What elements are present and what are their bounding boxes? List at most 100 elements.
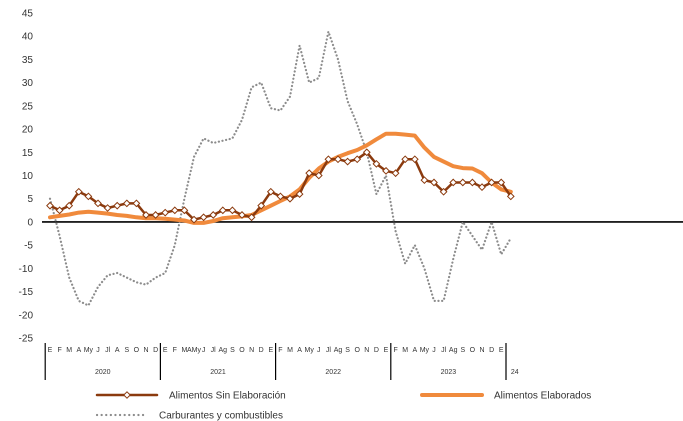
data-point-marker <box>439 187 448 196</box>
x-month-tick-label: E <box>499 347 504 354</box>
data-point-marker <box>161 208 170 217</box>
data-point-marker <box>84 192 93 201</box>
y-tick-label: 20 <box>22 125 34 136</box>
data-point-marker <box>391 169 400 178</box>
x-month-tick-label: Ag <box>219 347 228 354</box>
x-month-tick-label: J <box>432 347 436 354</box>
legend-label-0: Alimentos Sin Elaboración <box>169 391 286 402</box>
y-tick-label: -10 <box>19 264 34 275</box>
data-point-marker <box>142 211 150 219</box>
x-year-label: 2022 <box>325 369 341 376</box>
legend-label-2: Carburantes y combustibles <box>159 411 283 421</box>
data-point-marker <box>334 155 342 164</box>
x-month-tick-label: D <box>374 347 379 354</box>
data-point-marker <box>382 166 390 175</box>
data-point-marker <box>257 201 266 210</box>
x-month-tick-label: N <box>479 347 484 354</box>
data-point-marker <box>430 178 438 187</box>
data-point-marker <box>180 206 189 215</box>
data-point-marker <box>113 201 122 210</box>
y-axis-tick-labels: -25 -20 -15 -10 -5 0 5 10 15 20 25 30 35 40 45 <box>19 9 34 345</box>
x-month-tick-label: Jl <box>326 347 332 354</box>
x-month-tick-label: F <box>173 347 177 354</box>
data-point-marker <box>314 171 323 180</box>
x-month-tick-label: E <box>268 347 273 354</box>
x-month-tick-label: Ag <box>449 347 458 354</box>
data-point-marker <box>55 206 64 215</box>
x-month-tick-label: M <box>402 347 408 354</box>
data-point-marker <box>151 211 160 219</box>
data-point-marker <box>487 178 496 187</box>
data-point-marker <box>276 192 285 201</box>
x-month-tick-label: S <box>230 347 235 354</box>
x-month-tick-label: Jl <box>441 347 447 354</box>
data-point-marker <box>209 211 218 219</box>
y-tick-label: -25 <box>19 334 34 345</box>
x-month-tick-label: N <box>249 347 254 354</box>
x-month-tick-label: J <box>202 347 206 354</box>
x-year-label: 24 <box>511 369 519 376</box>
y-tick-label: 5 <box>27 194 33 205</box>
x-month-tick-label: E <box>163 347 168 354</box>
x-month-tick-label: S <box>345 347 350 354</box>
data-point-marker <box>449 178 458 187</box>
data-point-marker <box>401 155 410 164</box>
y-tick-label: 30 <box>22 78 34 89</box>
data-point-marker <box>228 206 237 215</box>
x-month-tick-label: E <box>48 347 53 354</box>
x-axis: E F M A My J Jl A S O N D E F M AMy J Jl Ag S O N D E F M A My J Jl Ag… <box>44 343 519 380</box>
x-month-tick-label: D <box>259 347 264 354</box>
y-tick-label: 25 <box>22 101 34 112</box>
x-month-tick-label: N <box>143 347 148 354</box>
x-month-tick-label: J <box>317 347 321 354</box>
data-point-marker <box>46 201 54 210</box>
data-point-marker <box>132 199 141 208</box>
x-month-tick-label: O <box>354 347 360 354</box>
x-month-tick-label: My <box>420 347 430 354</box>
x-month-tick-label: A <box>412 347 417 354</box>
x-month-tick-label: Ag <box>334 347 343 354</box>
y-tick-label: 15 <box>22 148 34 159</box>
data-point-marker <box>218 206 227 215</box>
x-month-tick-label: E <box>384 347 389 354</box>
x-year-label: 2021 <box>210 369 226 376</box>
series-markers <box>46 148 515 224</box>
x-month-tick-label: AMy <box>187 347 202 354</box>
x-month-tick-label: N <box>364 347 369 354</box>
y-tick-label: -5 <box>24 241 33 252</box>
y-tick-label: 45 <box>22 9 34 20</box>
data-point-marker <box>410 155 419 164</box>
y-tick-label: -20 <box>19 310 34 321</box>
x-month-tick-label: M <box>66 347 72 354</box>
x-month-tick-label: M <box>181 347 187 354</box>
data-point-marker <box>266 187 275 196</box>
data-point-marker <box>468 178 477 187</box>
data-point-marker <box>497 178 506 187</box>
data-point-marker <box>305 169 314 178</box>
x-month-tick-label: My <box>84 347 94 354</box>
data-point-marker <box>199 213 208 222</box>
data-point-marker <box>170 206 179 215</box>
data-point-marker <box>353 155 362 164</box>
data-point-marker <box>458 178 467 187</box>
data-point-marker <box>74 187 83 196</box>
y-tick-label: -15 <box>19 287 34 298</box>
data-point-marker <box>190 215 198 224</box>
data-point-marker <box>420 176 429 185</box>
data-point-marker <box>343 157 352 166</box>
x-month-tick-label: S <box>124 347 129 354</box>
series-line-1 <box>48 131 513 225</box>
x-month-tick-label: S <box>460 347 465 354</box>
x-month-tick-label: Jl <box>211 347 217 354</box>
x-month-tick-label: D <box>489 347 494 354</box>
data-point-marker <box>122 199 131 208</box>
y-tick-label: 10 <box>22 171 34 182</box>
x-month-tick-label: F <box>278 347 282 354</box>
data-point-marker <box>324 155 333 164</box>
x-month-tick-label: O <box>239 347 245 354</box>
y-tick-label: 40 <box>22 32 34 43</box>
x-month-tick-label: Jl <box>105 347 111 354</box>
data-point-marker <box>94 199 102 208</box>
y-tick-label: 35 <box>22 55 34 66</box>
